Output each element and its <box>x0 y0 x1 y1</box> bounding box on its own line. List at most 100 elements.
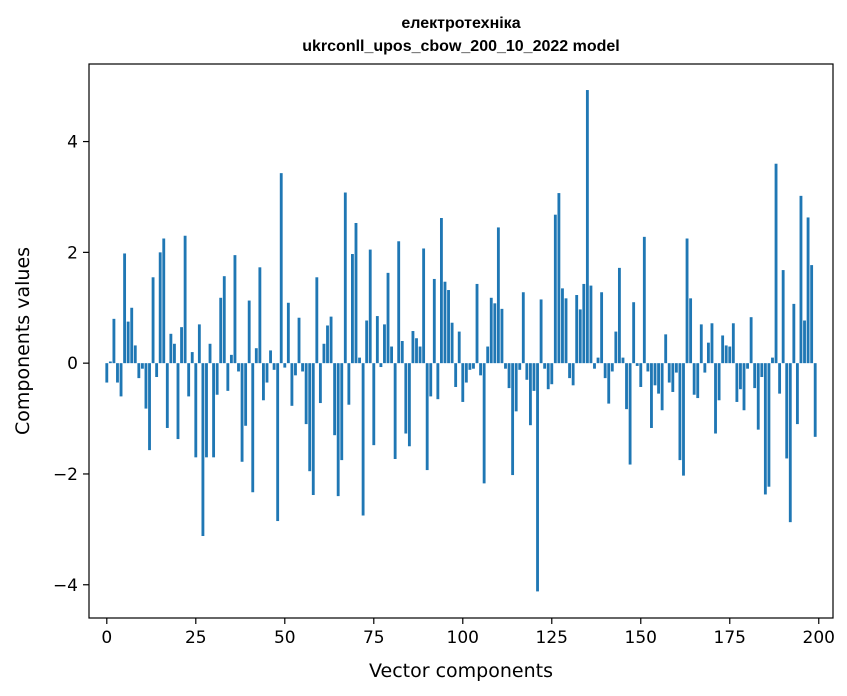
bar-49 <box>279 173 283 364</box>
bar-60 <box>318 363 322 404</box>
bar-109 <box>493 303 497 364</box>
bar-52 <box>290 363 294 406</box>
bar-166 <box>696 363 700 399</box>
bar-170 <box>710 323 714 364</box>
bar-180 <box>746 363 749 369</box>
bar-91 <box>429 363 433 397</box>
bar-125 <box>550 363 554 385</box>
bar-164 <box>689 298 693 364</box>
bar-14 <box>155 363 159 378</box>
bar-24 <box>190 352 194 364</box>
bar-46 <box>269 350 272 364</box>
bar-64 <box>333 363 337 436</box>
bar-58 <box>311 363 315 496</box>
bar-100 <box>461 363 465 402</box>
bar-103 <box>472 363 475 369</box>
bar-34 <box>226 363 230 391</box>
bar-84 <box>404 363 408 434</box>
bar-81 <box>393 363 397 460</box>
bar-35 <box>229 354 233 364</box>
bar-54 <box>297 317 301 364</box>
bar-198 <box>810 265 814 364</box>
bar-183 <box>756 363 760 430</box>
bar-93 <box>436 363 440 400</box>
bar-6 <box>126 321 130 364</box>
bar-159 <box>671 363 675 392</box>
x-tick-label: 0 <box>101 628 112 648</box>
bar-38 <box>240 363 244 462</box>
bar-26 <box>197 324 201 364</box>
bar-3 <box>116 363 119 383</box>
bar-76 <box>375 316 379 364</box>
bar-18 <box>169 333 173 364</box>
bar-0 <box>105 363 109 383</box>
bar-172 <box>717 363 721 401</box>
bar-141 <box>607 363 611 404</box>
bar-57 <box>308 363 312 472</box>
bar-12 <box>148 363 151 451</box>
bar-149 <box>635 363 639 366</box>
bar-7 <box>130 307 134 364</box>
bar-150 <box>639 363 643 387</box>
y-tick-label: 0 <box>67 354 78 374</box>
bar-69 <box>351 254 354 364</box>
bar-188 <box>774 163 778 364</box>
bar-155 <box>657 363 660 394</box>
bar-192 <box>788 363 792 523</box>
bar-174 <box>724 345 728 364</box>
bar-36 <box>233 255 237 364</box>
bar-53 <box>294 363 297 376</box>
bar-157 <box>664 334 668 364</box>
bar-13 <box>151 277 155 364</box>
bar-184 <box>760 363 764 378</box>
bar-106 <box>482 363 486 484</box>
x-tick-label: 25 <box>185 628 207 648</box>
bar-178 <box>739 363 742 390</box>
bar-16 <box>162 238 166 364</box>
bar-112 <box>504 363 507 369</box>
bar-19 <box>173 343 176 364</box>
bar-68 <box>347 363 351 405</box>
bar-92 <box>432 278 436 364</box>
bar-113 <box>507 363 511 389</box>
bar-75 <box>372 363 376 446</box>
bar-199 <box>813 363 817 437</box>
bar-80 <box>390 346 394 364</box>
bar-171 <box>714 363 717 434</box>
bar-20 <box>176 363 180 440</box>
bar-94 <box>439 218 443 364</box>
bar-83 <box>400 341 404 364</box>
bar-154 <box>653 363 657 386</box>
bar-181 <box>749 317 753 364</box>
x-axis-label: Vector components <box>369 660 553 682</box>
bar-131 <box>571 363 575 386</box>
x-tick-label: 50 <box>274 628 296 648</box>
bar-190 <box>781 270 785 364</box>
bar-119 <box>528 363 532 426</box>
bar-10 <box>140 363 144 369</box>
bar-48 <box>276 363 280 522</box>
bar-143 <box>614 331 618 364</box>
bar-161 <box>678 363 682 461</box>
bar-160 <box>674 363 678 373</box>
bar-137 <box>593 363 596 369</box>
bar-50 <box>283 363 287 368</box>
x-tick-label: 175 <box>714 628 746 648</box>
bar-37 <box>237 363 240 372</box>
bar-147 <box>628 363 632 465</box>
bar-177 <box>735 363 739 402</box>
bar-168 <box>703 363 707 373</box>
bar-66 <box>340 363 344 461</box>
bar-90 <box>425 363 429 471</box>
bar-134 <box>582 283 586 364</box>
bar-47 <box>272 363 276 370</box>
bar-120 <box>532 363 536 391</box>
bar-71 <box>358 357 361 364</box>
bar-2 <box>112 318 116 364</box>
y-tick-label: 4 <box>67 133 78 153</box>
bar-148 <box>632 302 636 364</box>
bar-105 <box>479 363 483 376</box>
bar-145 <box>621 357 625 364</box>
